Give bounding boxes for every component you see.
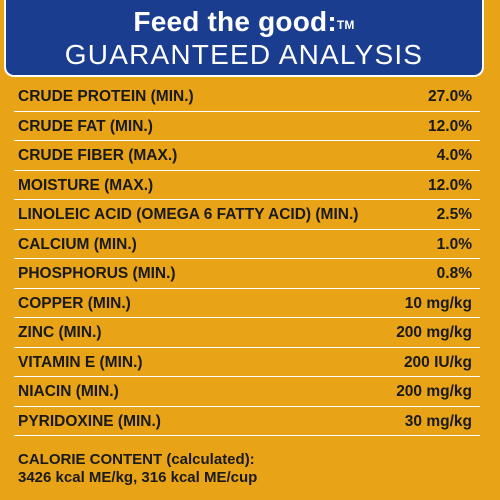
- header-banner: Feed the good:TM GUARANTEED ANALYSIS: [4, 0, 484, 77]
- nutrient-name: NIACIN (MIN.): [18, 383, 119, 400]
- table-row: PHOSPHORUS (MIN.) 0.8%: [14, 259, 480, 289]
- nutrient-value: 2.5%: [436, 206, 472, 223]
- table-row: LINOLEIC ACID (OMEGA 6 FATTY ACID) (MIN.…: [14, 200, 480, 230]
- nutrient-name: CRUDE PROTEIN (MIN.): [18, 88, 194, 105]
- nutrient-value: 30 mg/kg: [404, 412, 472, 430]
- nutrient-name: ZINC (MIN.): [18, 324, 102, 341]
- nutrient-value: 200 mg/kg: [396, 324, 472, 341]
- nutrient-value: 200 mg/kg: [396, 383, 472, 400]
- nutrient-name: LINOLEIC ACID (OMEGA 6 FATTY ACID) (MIN.…: [18, 206, 359, 223]
- tagline: Feed the good:TM: [6, 6, 482, 38]
- calorie-content: CALORIE CONTENT (calculated): 3426 kcal …: [18, 451, 257, 487]
- table-row: ZINC (MIN.) 200 mg/kg: [14, 318, 480, 348]
- table-row: COPPER (MIN.) 10 mg/kg: [14, 289, 480, 318]
- table-row: CRUDE FIBER (MAX.) 4.0%: [14, 141, 480, 171]
- nutrient-value: 27.0%: [428, 88, 472, 105]
- nutrient-name: CALCIUM (MIN.): [18, 235, 137, 253]
- section-title: GUARANTEED ANALYSIS: [64, 39, 424, 70]
- table-row: NIACIN (MIN.) 200 mg/kg: [14, 377, 480, 407]
- nutrient-value: 10 mg/kg: [404, 294, 472, 312]
- table-row: MOISTURE (MAX.) 12.0%: [14, 171, 480, 200]
- nutrient-name: VITAMIN E (MIN.): [18, 353, 143, 371]
- nutrient-name: COPPER (MIN.): [18, 294, 131, 312]
- nutrient-value: 4.0%: [436, 147, 472, 164]
- table-row: CALCIUM (MIN.) 1.0%: [14, 230, 480, 259]
- analysis-table: CRUDE PROTEIN (MIN.) 27.0% CRUDE FAT (MI…: [14, 82, 480, 436]
- nutrient-name: PYRIDOXINE (MIN.): [18, 412, 161, 430]
- nutrient-value: 0.8%: [436, 265, 472, 282]
- nutrient-name: MOISTURE (MAX.): [18, 176, 154, 194]
- table-row: PYRIDOXINE (MIN.) 30 mg/kg: [14, 407, 480, 436]
- nutrient-value: 200 IU/kg: [403, 353, 472, 371]
- trademark-mark: TM: [336, 18, 355, 32]
- table-row: VITAMIN E (MIN.) 200 IU/kg: [14, 348, 480, 377]
- nutrient-name: PHOSPHORUS (MIN.): [18, 265, 176, 282]
- nutrient-value: 12.0%: [428, 117, 472, 135]
- nutrient-value: 12.0%: [428, 176, 472, 194]
- nutrient-value: 1.0%: [436, 235, 472, 253]
- nutrient-name: CRUDE FIBER (MAX.): [18, 147, 178, 164]
- table-row: CRUDE PROTEIN (MIN.) 27.0%: [14, 82, 480, 112]
- calorie-label: CALORIE CONTENT (calculated):: [18, 451, 255, 468]
- calorie-value: 3426 kcal ME/kg, 316 kcal ME/cup: [18, 469, 258, 486]
- tagline-text: Feed the good:: [133, 6, 337, 37]
- table-row: CRUDE FAT (MIN.) 12.0%: [14, 112, 480, 141]
- nutrient-name: CRUDE FAT (MIN.): [18, 117, 153, 135]
